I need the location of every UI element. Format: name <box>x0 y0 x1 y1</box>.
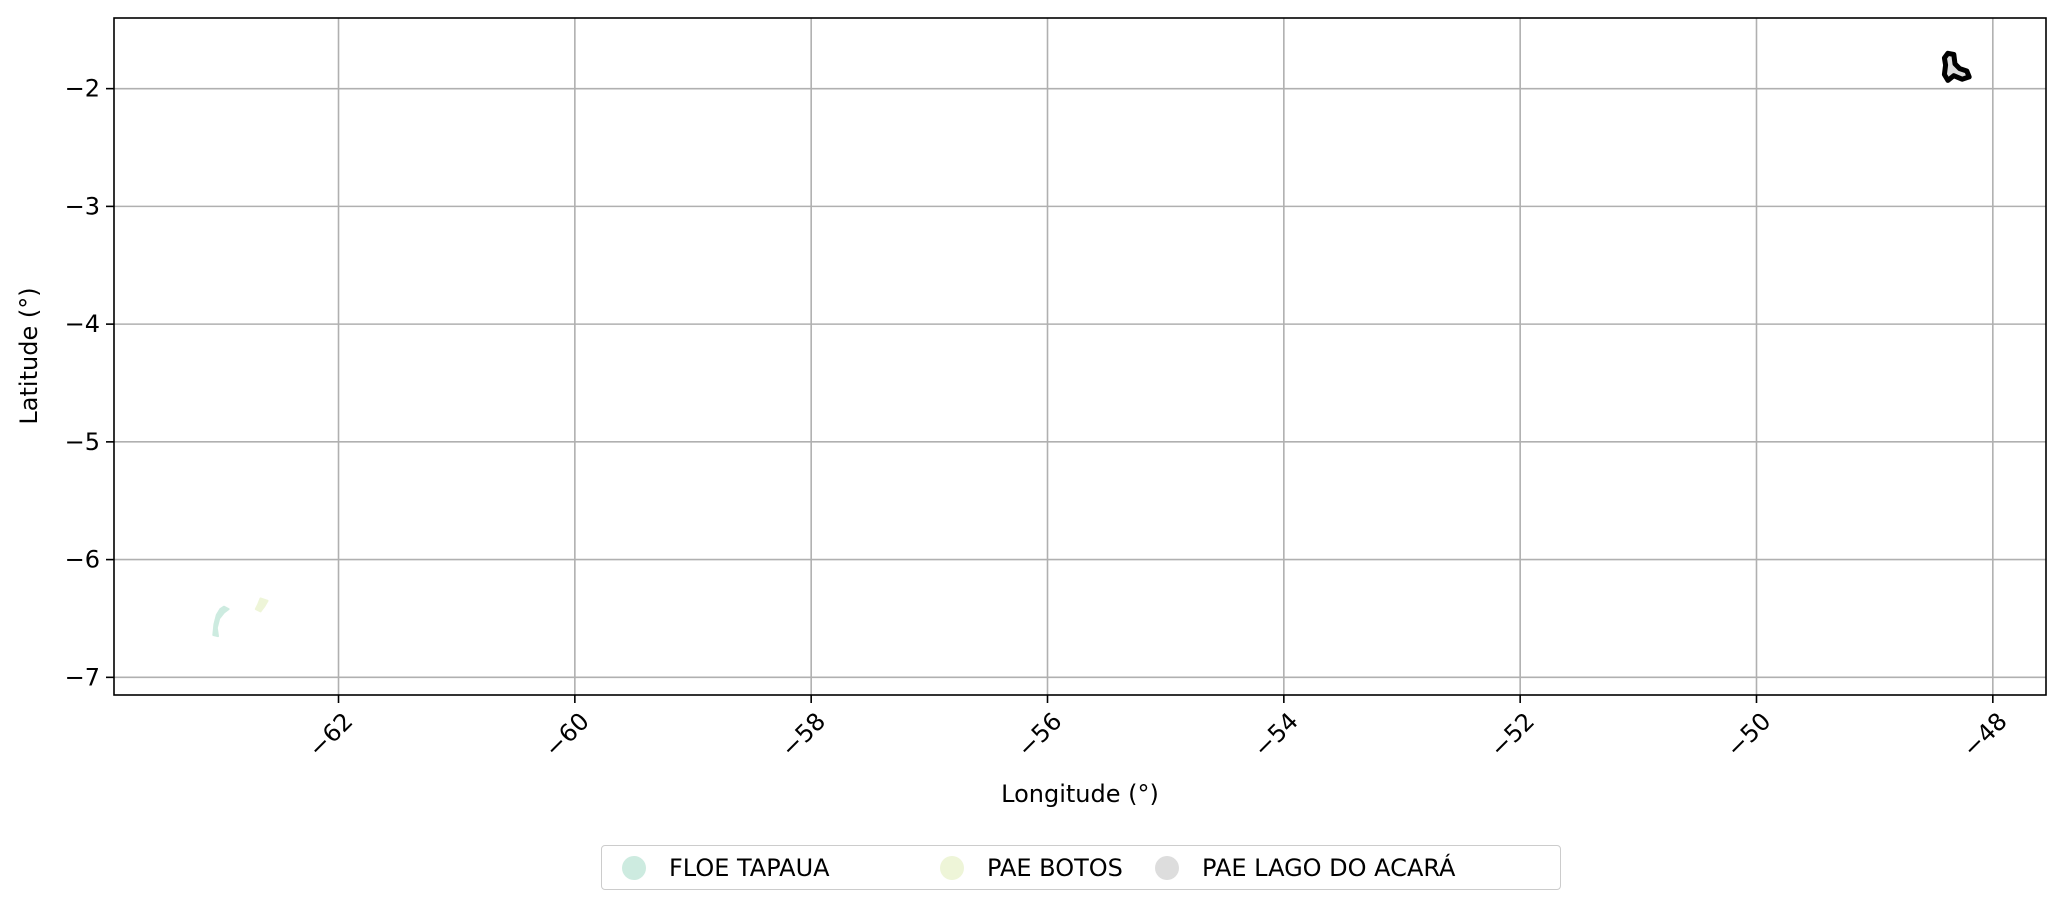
plot-area-frame <box>113 17 2047 696</box>
x-tick-label: −52 <box>1484 707 1540 763</box>
y-tick-label: −2 <box>65 75 100 103</box>
region-polygons <box>212 50 1972 638</box>
x-tick-label: −48 <box>1957 707 2013 763</box>
region-polygon-pae-lago-do-acar- <box>1941 50 1972 83</box>
legend-marker <box>622 855 646 880</box>
region-polygon-floe-tapaua <box>212 605 230 638</box>
y-tick-label: −3 <box>65 192 100 220</box>
legend-marker <box>940 855 964 880</box>
legend-marker <box>1155 855 1179 880</box>
y-axis-label: Latitude (°) <box>15 287 43 424</box>
legend-item: PAE LAGO DO ACARÁ <box>1155 846 1455 889</box>
y-tick-label: −7 <box>65 663 100 691</box>
grid-lines <box>114 18 2046 695</box>
y-tick-label: −6 <box>65 546 100 574</box>
x-tick-label: −62 <box>303 707 359 763</box>
legend-label: PAE BOTOS <box>987 853 1123 882</box>
x-tick-label: −56 <box>1012 707 1068 763</box>
y-tick-label: −5 <box>65 428 100 456</box>
legend-label: PAE LAGO DO ACARÁ <box>1202 853 1456 882</box>
legend: FLOE TAPAUA PAE BOTOS PAE LAGO DO ACARÁ <box>601 845 1561 890</box>
region-polygon-pae-botos <box>254 597 269 613</box>
legend-item: PAE BOTOS <box>940 846 1123 889</box>
x-tick-label: −60 <box>539 707 595 763</box>
legend-label: FLOE TAPAUA <box>669 853 830 882</box>
y-tick-label: −4 <box>65 310 100 338</box>
legend-item: FLOE TAPAUA <box>622 846 830 889</box>
x-tick-label: −50 <box>1721 707 1777 763</box>
axis-ticks: −62 −60 −58 −56 −54 −52 −50 −48 −2 −3 −4 −5 −6 −7 <box>65 75 2013 763</box>
x-axis-label: Longitude (°) <box>1001 780 1159 808</box>
x-tick-label: −58 <box>775 707 831 763</box>
x-tick-label: −54 <box>1248 707 1304 763</box>
